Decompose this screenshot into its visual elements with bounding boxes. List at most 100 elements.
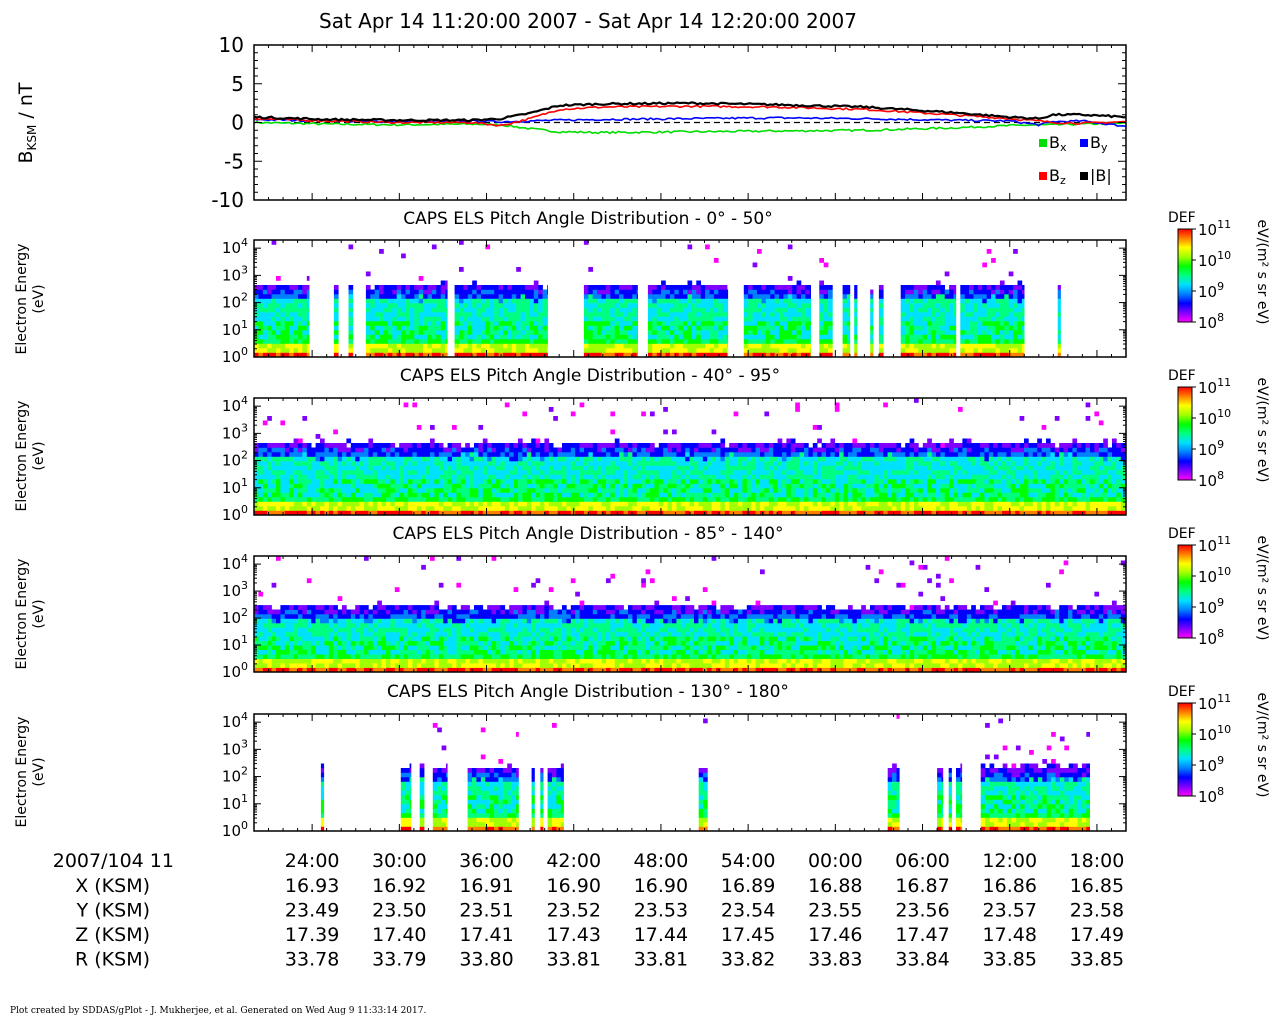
spectrogram-cell (472, 352, 477, 358)
spectrogram-cell (405, 334, 411, 340)
spectrogram-cell (801, 307, 806, 313)
spectrogram-cell (408, 497, 413, 502)
spectrogram-cell (315, 465, 321, 471)
spectrogram-cell (553, 447, 558, 453)
spectrogram-cell (661, 352, 666, 358)
spectrogram-cell (427, 303, 433, 308)
spectrogram-cell (652, 312, 657, 317)
spectrogram-cell (676, 456, 682, 462)
spectrogram-cell (716, 497, 721, 502)
spectrogram-cell (276, 488, 281, 493)
spectrogram-cell (986, 294, 992, 299)
spectrogram-cell (746, 492, 752, 498)
spectrogram-cell (796, 348, 802, 353)
spectrogram-cell (478, 479, 484, 484)
spectrogram-cell (982, 343, 987, 349)
spectrogram-cell (306, 501, 312, 507)
spectrogram-cell (733, 483, 739, 489)
spectrogram-cell (379, 321, 384, 326)
spectrogram-cell (760, 492, 765, 498)
spectrogram-cell (757, 321, 762, 326)
spectrogram-cell (808, 492, 814, 498)
spectrogram-cell (870, 307, 874, 313)
spectrogram-cell (267, 294, 272, 299)
spectrogram-cell (949, 312, 954, 317)
spectrogram-cell (579, 510, 585, 516)
spectrogram-cell (944, 271, 950, 277)
spectrogram-cell (752, 348, 758, 353)
spectrogram-cell (583, 294, 589, 299)
spectrogram-cell (387, 298, 393, 304)
spectrogram-cell (724, 447, 730, 453)
spectrogram-cell (720, 461, 726, 466)
spectrogram-cell (795, 447, 800, 453)
spectrogram-cell (575, 483, 580, 489)
spectrogram-cell (940, 285, 945, 290)
spectrogram-cell (779, 289, 784, 295)
spectrogram-cell (474, 492, 479, 498)
spectrogram-cell (298, 334, 303, 340)
spectrogram-cell (711, 470, 717, 475)
spectrogram-cell (870, 474, 875, 480)
spectrogram-cell (812, 483, 818, 489)
spectrogram-cell (627, 330, 633, 335)
spectrogram-cell (817, 470, 822, 475)
spectrogram-cell (627, 307, 633, 313)
spectrogram-cell (973, 339, 979, 344)
spectrogram-cell (421, 497, 426, 502)
spectrogram-cell (900, 298, 906, 304)
spectrogram-cell (805, 330, 811, 335)
spectrogram-cell (472, 334, 477, 340)
spectrogram-cell (423, 285, 428, 290)
spectrogram-cell (783, 321, 789, 326)
spectrogram-cell (374, 348, 380, 353)
spectrogram-cell (562, 447, 567, 453)
spectrogram-cell (870, 339, 874, 344)
spectrogram-cell (368, 501, 374, 507)
spectrogram-cell (540, 510, 545, 516)
spectrogram-cell (399, 465, 404, 471)
spectrogram-cell (619, 488, 624, 493)
spectrogram-cell (430, 501, 435, 507)
spectrogram-cell (801, 303, 806, 308)
spectrogram-cell (434, 479, 440, 484)
spectrogram-cell (707, 501, 712, 507)
spectrogram-cell (977, 303, 983, 308)
spectrogram-cell (445, 303, 448, 308)
spectrogram-cell (267, 474, 272, 480)
spectrogram-cell (790, 488, 796, 493)
spectrogram-cell (790, 483, 796, 489)
spectrogram-cell (597, 474, 602, 480)
spectrogram-cell (271, 470, 277, 475)
spectrogram-cell (760, 465, 765, 471)
spectrogram-cell (614, 443, 620, 448)
spectrogram-cell (592, 510, 598, 516)
spectrogram-cell (364, 492, 369, 498)
spectrogram-cell (605, 343, 611, 349)
spectrogram-cell (610, 307, 615, 313)
spectrogram-cell (650, 501, 655, 507)
spectrogram-cell (995, 321, 1001, 326)
spectrogram-cell (757, 285, 762, 290)
spectrogram-cell (414, 298, 419, 304)
spectrogram-cell (724, 501, 730, 507)
spectrogram-cell (533, 334, 539, 340)
spectrogram-cell (746, 456, 752, 462)
spectrogram-cell (940, 307, 945, 313)
spectrogram-cell (658, 447, 664, 453)
spectrogram-cell (786, 510, 792, 516)
spectrogram-cell (842, 343, 848, 349)
spectrogram-cell (678, 348, 684, 353)
spectrogram-cell (606, 506, 611, 511)
spectrogram-cell (374, 321, 380, 326)
spectrogram-cell (650, 483, 655, 489)
spectrogram-cell (878, 352, 884, 358)
spectrogram-cell (390, 443, 396, 448)
spectrogram-cell (271, 348, 277, 353)
spectrogram-cell (447, 483, 453, 489)
spectrogram-cell (333, 303, 339, 308)
spectrogram-cell (683, 312, 688, 317)
spectrogram-cell (764, 447, 770, 453)
spectrogram-cell (459, 307, 464, 313)
spectrogram-cell (856, 501, 862, 507)
